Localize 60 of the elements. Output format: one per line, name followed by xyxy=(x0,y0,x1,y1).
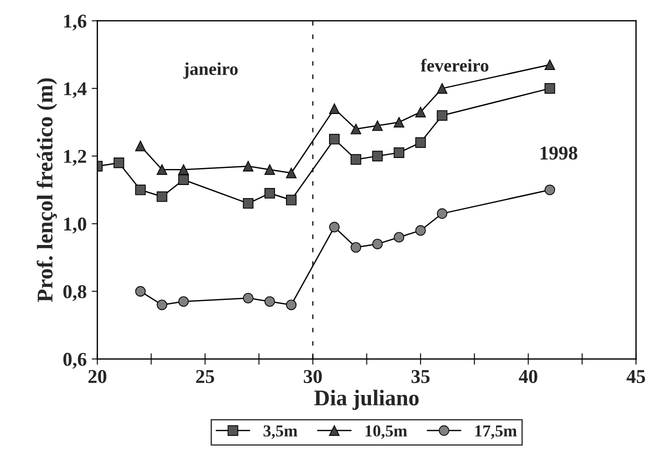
x-tick-label: 45 xyxy=(626,370,646,384)
point xyxy=(544,184,556,196)
point xyxy=(350,242,362,253)
x-tick-label: 20 xyxy=(88,370,106,384)
y-tick-label: 1,2 xyxy=(64,150,86,166)
point xyxy=(350,154,362,165)
x-tick-label: 25 xyxy=(196,370,214,384)
y-tick-label: 0,6 xyxy=(63,352,86,369)
y-tick-label: 1,0 xyxy=(64,218,86,234)
point xyxy=(436,208,448,219)
point xyxy=(436,83,448,94)
point xyxy=(329,103,340,114)
y-tick-label: 1,4 xyxy=(64,82,87,98)
point xyxy=(242,198,254,209)
point xyxy=(394,116,404,128)
point xyxy=(372,150,383,162)
point xyxy=(544,83,556,94)
y-tick-label: 0,8 xyxy=(63,285,86,302)
annotation: fevereiro xyxy=(420,58,488,72)
point xyxy=(135,286,146,297)
legend-label: 10,5m xyxy=(366,425,408,439)
annotation: janeiro xyxy=(183,62,238,79)
point xyxy=(350,124,362,134)
point xyxy=(394,147,404,158)
point xyxy=(372,238,383,250)
x-tick-label: 40 xyxy=(518,370,538,384)
x-tick-label: 35 xyxy=(412,370,430,384)
point xyxy=(114,158,124,168)
y-axis-title: Prof. lençol freático (m) xyxy=(36,78,58,302)
point xyxy=(286,194,297,206)
point xyxy=(178,296,189,307)
point xyxy=(242,160,254,172)
x-axis-title: Dia juliano xyxy=(314,390,419,410)
point xyxy=(156,191,168,202)
point xyxy=(286,300,297,310)
point xyxy=(178,174,189,186)
point xyxy=(135,184,146,196)
point xyxy=(415,106,426,118)
point xyxy=(135,140,146,152)
point xyxy=(372,120,383,131)
point xyxy=(329,222,340,232)
point xyxy=(264,188,276,199)
point xyxy=(544,59,556,70)
point xyxy=(242,292,254,304)
point xyxy=(415,225,426,236)
point xyxy=(156,300,168,310)
point xyxy=(415,137,426,148)
point xyxy=(264,164,276,175)
y-tick-label: 1,6 xyxy=(64,14,86,31)
legend-label: 17,5m xyxy=(475,425,517,439)
annotation: 1998 xyxy=(540,146,578,160)
point xyxy=(436,110,448,121)
point xyxy=(329,134,340,144)
x-tick-label: 30 xyxy=(304,370,322,384)
point xyxy=(178,164,189,175)
legend-label: 3,5m xyxy=(264,425,298,439)
point xyxy=(156,164,168,175)
point xyxy=(286,168,297,178)
point xyxy=(394,232,404,243)
point xyxy=(264,296,276,307)
